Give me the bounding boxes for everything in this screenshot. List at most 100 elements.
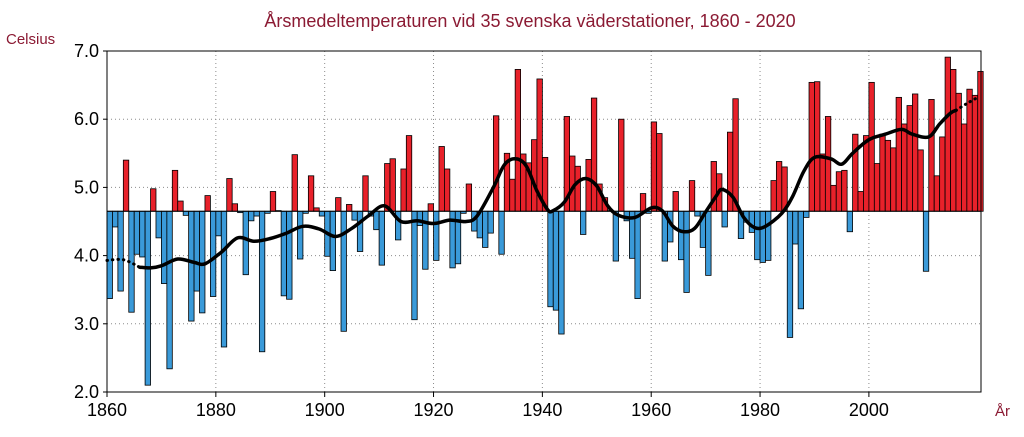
bar-1974: [726, 131, 734, 212]
x-tick-label: 1960: [631, 400, 671, 420]
bar-1909: [373, 210, 380, 231]
bar-1895: [297, 210, 304, 260]
bar-2005: [895, 96, 902, 212]
bar-1863: [122, 159, 130, 212]
bar-1981: [765, 210, 772, 261]
bar-1978: [748, 210, 756, 233]
bar-1880: [215, 210, 222, 237]
bar-1946: [574, 165, 581, 212]
bar-1868: [150, 188, 157, 212]
bar-1860: [106, 210, 113, 299]
bar-1961: [656, 133, 663, 212]
bar-1869: [155, 210, 162, 239]
bar-1914: [400, 168, 407, 212]
bar-2020: [977, 71, 984, 212]
bar-2010: [922, 210, 930, 272]
bar-2019: [971, 94, 979, 212]
bar-1965: [678, 210, 685, 261]
bar-1991: [819, 153, 826, 212]
bar-2015: [950, 69, 957, 212]
bar-1973: [721, 210, 728, 228]
bar-1911: [384, 163, 391, 212]
bar-1926: [465, 183, 473, 212]
bar-1980: [759, 210, 766, 263]
bar-1968: [694, 210, 701, 217]
bar-1960: [650, 121, 658, 212]
bar-2018: [966, 88, 973, 212]
bar-1867: [144, 210, 151, 386]
bar-1930: [487, 210, 494, 234]
y-tick-label: 3.0: [74, 314, 99, 334]
bar-1906: [356, 210, 364, 252]
bar-2003: [884, 139, 892, 212]
bar-1898: [313, 207, 320, 212]
bar-1903: [340, 210, 347, 332]
bar-1943: [558, 210, 565, 335]
bar-1879: [209, 210, 217, 297]
bar-1953: [612, 210, 619, 262]
bar-1996: [846, 210, 853, 233]
bar-1964: [672, 191, 679, 212]
bar-1935: [514, 69, 521, 212]
bar-2007: [906, 105, 913, 212]
bar-1904: [346, 204, 353, 212]
bar-1899: [318, 210, 326, 217]
plot-frame: [106, 50, 982, 393]
bar-1989: [808, 81, 815, 212]
bar-1966: [683, 210, 690, 293]
bar-2013: [939, 136, 946, 212]
bar-1874: [182, 210, 190, 216]
bar-1922: [444, 168, 451, 212]
bar-1875: [188, 210, 195, 322]
y-ticks: 2.0 3.0 4.0 5.0 6.0 7.0: [74, 41, 107, 402]
bar-1988: [803, 210, 810, 218]
bar-1958: [639, 193, 647, 212]
bar-1942: [552, 210, 560, 311]
bar-1870: [161, 210, 168, 284]
bar-1986: [792, 210, 799, 245]
bar-1941: [547, 210, 554, 308]
bar-1887: [253, 210, 260, 217]
bar-1876: [193, 210, 200, 292]
bar-1873: [177, 200, 184, 212]
bar-1920: [433, 210, 440, 261]
bar-1983: [775, 161, 783, 212]
bar-1998: [857, 191, 864, 212]
bar-1995: [841, 169, 848, 212]
bar-1992: [824, 116, 832, 212]
x-tick-label: 2000: [849, 400, 889, 420]
bar-1902: [335, 197, 342, 212]
bar-1982: [770, 180, 777, 212]
bar-1957: [634, 210, 641, 299]
x-tick-label: 1920: [414, 400, 454, 420]
x-tick-label: 1880: [196, 400, 236, 420]
bar-1921: [438, 146, 445, 212]
bar-1877: [199, 210, 206, 314]
bar-1994: [835, 171, 843, 212]
bar-2009: [917, 149, 924, 212]
chart-title: Årsmedeltemperaturen vid 35 svenska väde…: [264, 11, 795, 31]
bar-1885: [242, 210, 249, 276]
bar-1910: [378, 210, 385, 266]
bars: [106, 56, 984, 386]
bar-2006: [901, 123, 908, 212]
bar-1918: [422, 210, 429, 270]
bar-1915: [405, 135, 413, 212]
bar-2017: [961, 123, 968, 212]
bar-2002: [879, 133, 886, 212]
bar-2014: [944, 56, 951, 212]
bar-1897: [307, 175, 315, 212]
bar-1883: [231, 203, 239, 212]
bar-2011: [928, 99, 935, 212]
trend-line-dotted-start: [105, 257, 142, 269]
bar-1987: [797, 210, 804, 310]
x-tick-label: 1900: [305, 400, 345, 420]
y-axis-label: Celsius: [6, 31, 55, 48]
bar-1999: [863, 135, 870, 212]
bar-1931: [492, 115, 500, 212]
y-tick-label: 6.0: [74, 109, 99, 129]
x-tick-label: 1940: [522, 400, 562, 420]
x-axis-label: År: [995, 403, 1010, 420]
trend-line: [137, 108, 958, 270]
